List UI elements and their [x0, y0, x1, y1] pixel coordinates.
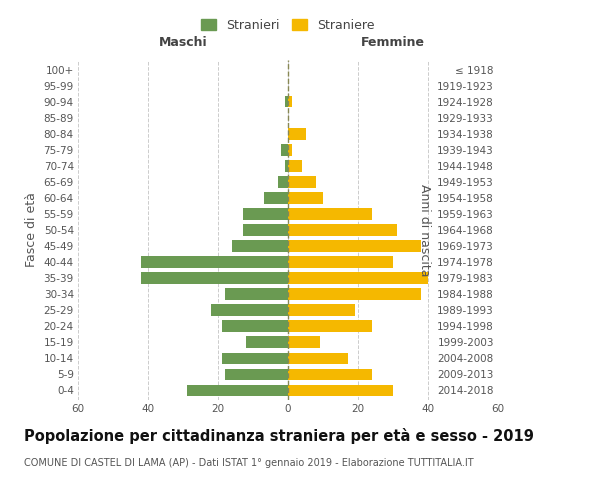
Bar: [288, 240, 421, 252]
Bar: [288, 368, 372, 380]
Bar: [288, 192, 323, 203]
Bar: [288, 144, 292, 156]
Bar: [288, 176, 316, 188]
Bar: [288, 224, 397, 236]
Bar: [221, 320, 288, 332]
Bar: [242, 224, 288, 236]
Bar: [288, 304, 355, 316]
Bar: [141, 256, 288, 268]
Bar: [221, 352, 288, 364]
Y-axis label: Anni di nascita: Anni di nascita: [418, 184, 431, 276]
Bar: [141, 272, 288, 284]
Bar: [284, 160, 288, 172]
Text: Femmine: Femmine: [361, 36, 425, 49]
Bar: [288, 96, 292, 108]
Legend: Stranieri, Straniere: Stranieri, Straniere: [196, 14, 380, 37]
Bar: [246, 336, 288, 348]
Bar: [225, 368, 288, 380]
Bar: [288, 256, 393, 268]
Bar: [288, 272, 428, 284]
Bar: [277, 176, 288, 188]
Bar: [211, 304, 288, 316]
Bar: [263, 192, 288, 203]
Bar: [288, 336, 320, 348]
Bar: [288, 288, 421, 300]
Bar: [288, 384, 393, 396]
Bar: [288, 352, 347, 364]
Bar: [225, 288, 288, 300]
Bar: [232, 240, 288, 252]
Bar: [288, 128, 305, 140]
Text: Maschi: Maschi: [158, 36, 208, 49]
Text: Popolazione per cittadinanza straniera per età e sesso - 2019: Popolazione per cittadinanza straniera p…: [24, 428, 534, 444]
Bar: [288, 160, 302, 172]
Bar: [284, 96, 288, 108]
Bar: [242, 208, 288, 220]
Bar: [288, 320, 372, 332]
Y-axis label: Fasce di età: Fasce di età: [25, 192, 38, 268]
Bar: [281, 144, 288, 156]
Text: COMUNE DI CASTEL DI LAMA (AP) - Dati ISTAT 1° gennaio 2019 - Elaborazione TUTTIT: COMUNE DI CASTEL DI LAMA (AP) - Dati IST…: [24, 458, 473, 468]
Bar: [288, 208, 372, 220]
Bar: [187, 384, 288, 396]
